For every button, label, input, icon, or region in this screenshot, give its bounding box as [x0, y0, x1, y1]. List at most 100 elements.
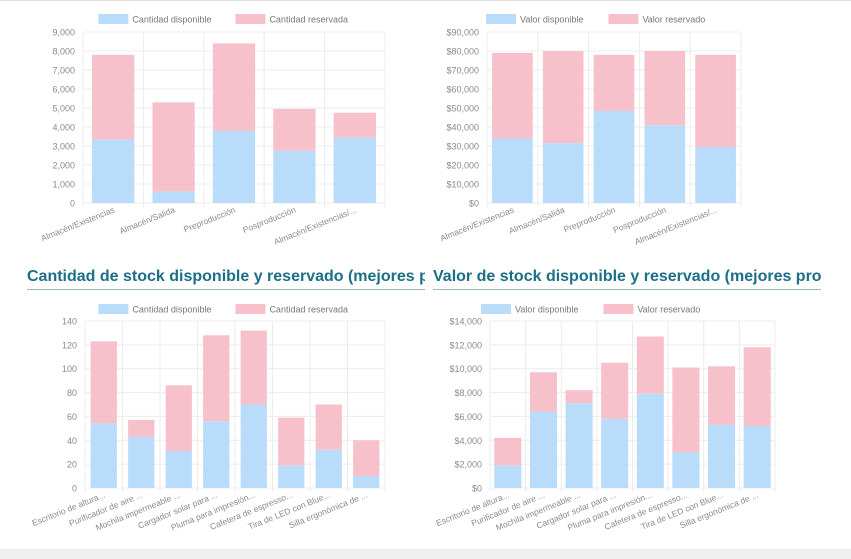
value-by-location-svg: $0 $10,000 $20,000 $30,000 $40,000 $50,000 $60…: [439, 14, 742, 247]
bar-available[interactable]: [203, 421, 230, 488]
legend-label[interactable]: Valor reservado: [637, 305, 700, 315]
bar-reserved[interactable]: [636, 336, 664, 394]
legend-swatch-available[interactable]: [98, 304, 129, 314]
bar-reserved[interactable]: [708, 366, 736, 425]
bar-reserved[interactable]: [212, 43, 256, 131]
bar-available[interactable]: [565, 403, 593, 488]
legend-swatch-available[interactable]: [98, 14, 129, 24]
top-divider: [0, 0, 851, 1]
legend-swatch-reserved[interactable]: [235, 14, 266, 24]
bar-available[interactable]: [542, 143, 584, 203]
y-tick-label: $20,000: [446, 161, 479, 171]
y-tick-label: $10,000: [446, 180, 479, 190]
legend-label[interactable]: Valor disponible: [515, 305, 578, 315]
chart-value-by-product: $0 $2,000 $4,000 $6,000 $8,000 $10,000 $12,000…: [425, 297, 845, 549]
bar-available[interactable]: [165, 451, 192, 488]
bar-available[interactable]: [128, 436, 155, 488]
bar-reserved[interactable]: [203, 335, 230, 422]
y-tick-label: 1,000: [52, 180, 75, 190]
y-tick-label: $4,000: [454, 436, 482, 446]
chart-legend: Valor disponible Valor reservado: [481, 304, 700, 315]
bar-available[interactable]: [90, 423, 117, 488]
bottom-scroll-strip: [0, 549, 851, 559]
x-tick-label: Almacén/Existencias: [439, 205, 515, 244]
bar-available[interactable]: [240, 404, 267, 489]
legend-swatch-available[interactable]: [481, 304, 512, 314]
bar-available[interactable]: [333, 137, 376, 203]
bar-reserved[interactable]: [672, 367, 700, 453]
bar-available[interactable]: [695, 146, 736, 203]
y-tick-label: $90,000: [446, 28, 479, 38]
legend-swatch-available[interactable]: [486, 14, 517, 24]
bar-available[interactable]: [278, 465, 305, 488]
y-tick-label: $60,000: [446, 85, 479, 95]
bar-reserved[interactable]: [90, 341, 117, 424]
legend-label[interactable]: Cantidad disponible: [132, 15, 211, 25]
bar-reserved[interactable]: [695, 54, 736, 147]
section-rule-quantity: [27, 289, 425, 290]
y-tick-label: 6,000: [52, 85, 75, 95]
legend-label[interactable]: Valor disponible: [520, 15, 583, 25]
legend-swatch-reserved[interactable]: [603, 304, 634, 314]
qty-by-location-svg: 0 1,000 2,000 3,000 4,000 5,000 6,000 7,000 8,00…: [39, 14, 386, 247]
y-tick-label: $0: [469, 199, 479, 209]
bar-reserved[interactable]: [152, 102, 195, 192]
chart-legend: Valor disponible Valor reservado: [486, 14, 705, 25]
bar-reserved[interactable]: [165, 385, 192, 452]
x-tick-label: Preproducción: [182, 204, 237, 234]
y-tick-label: 5,000: [52, 104, 75, 114]
bar-reserved[interactable]: [92, 54, 135, 140]
y-tick-label: 9,000: [52, 28, 75, 38]
bar-available[interactable]: [492, 138, 533, 203]
bar-available[interactable]: [92, 139, 135, 203]
y-tick-label: 2,000: [52, 161, 75, 171]
bar-available[interactable]: [315, 449, 342, 488]
bar-reserved[interactable]: [542, 51, 584, 144]
bar-available[interactable]: [743, 425, 771, 488]
legend-label[interactable]: Cantidad reservada: [269, 15, 348, 25]
bar-reserved[interactable]: [278, 417, 305, 466]
legend-label[interactable]: Valor reservado: [642, 15, 705, 25]
bar-available[interactable]: [152, 191, 195, 203]
bar-reserved[interactable]: [644, 51, 686, 126]
bar-available[interactable]: [708, 424, 736, 488]
y-tick-label: 60: [67, 412, 77, 422]
y-tick-label: 3,000: [52, 142, 75, 152]
bar-reserved[interactable]: [494, 437, 522, 466]
y-tick-label: $40,000: [446, 123, 479, 133]
bar-reserved[interactable]: [529, 372, 557, 412]
bar-available[interactable]: [529, 411, 557, 488]
bar-reserved[interactable]: [565, 390, 593, 404]
bar-available[interactable]: [672, 452, 700, 488]
chart-legend: Cantidad disponible Cantidad reservada: [98, 304, 348, 315]
bar-available[interactable]: [636, 393, 664, 488]
bar-reserved[interactable]: [601, 362, 629, 419]
bar-reserved[interactable]: [333, 112, 376, 138]
legend-label[interactable]: Cantidad disponible: [132, 305, 211, 315]
bar-reserved[interactable]: [353, 440, 380, 477]
bar-available[interactable]: [273, 150, 316, 203]
bar-reserved[interactable]: [315, 404, 342, 450]
chart-qty-by-product: 0 20 40 60 80 100 120 140 Cantidad disponible Can…: [0, 297, 420, 549]
bar-reserved[interactable]: [128, 420, 155, 437]
legend-swatch-reserved[interactable]: [608, 14, 639, 24]
legend-label[interactable]: Cantidad reservada: [269, 305, 348, 315]
y-tick-label: 0: [72, 484, 77, 494]
bar-available[interactable]: [494, 465, 522, 488]
bar-available[interactable]: [353, 476, 380, 488]
bar-available[interactable]: [212, 130, 256, 203]
bar-reserved[interactable]: [492, 52, 533, 139]
bar-available[interactable]: [644, 125, 686, 203]
bar-reserved[interactable]: [743, 347, 771, 426]
bar-reserved[interactable]: [240, 330, 267, 405]
legend-swatch-reserved[interactable]: [235, 304, 266, 314]
bar-reserved[interactable]: [273, 108, 316, 151]
bar-available[interactable]: [601, 418, 629, 488]
x-tick-label: Almacén/Existencias: [39, 205, 115, 244]
bar-reserved[interactable]: [593, 54, 635, 111]
chart-value-by-location: $0 $10,000 $20,000 $30,000 $40,000 $50,000 $60…: [425, 6, 845, 256]
y-tick-label: $14,000: [449, 317, 482, 327]
bar-available[interactable]: [593, 110, 635, 203]
section-title-value: Valor de stock disponible y reservado (m…: [433, 268, 821, 285]
